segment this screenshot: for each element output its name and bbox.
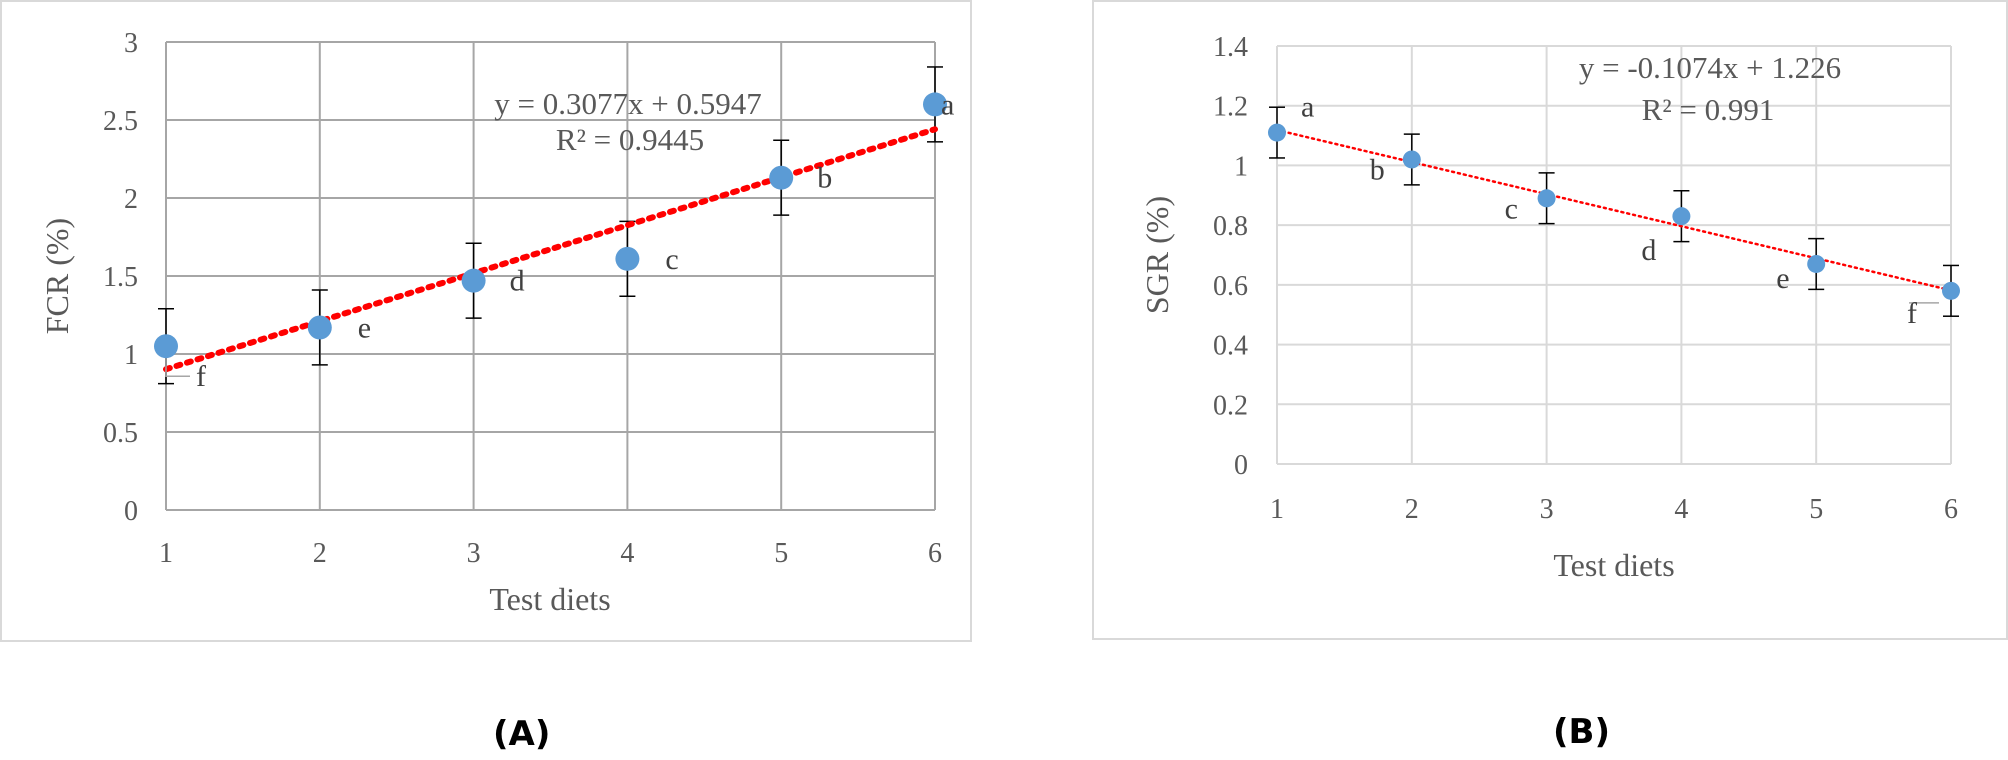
chart-a-trend-r2: R² = 0.9445 <box>556 122 704 157</box>
chart-b-point-letter: d <box>1641 234 1656 267</box>
chart-b-xtick-label: 5 <box>1809 494 1823 525</box>
chart-b-ylabel: SGR (%) <box>1139 196 1175 314</box>
chart-a-data-point <box>615 246 640 271</box>
chart-b-point-letter: f <box>1907 297 1917 330</box>
chart-a-point-letter: e <box>358 311 371 344</box>
chart-b-xtick-label: 3 <box>1540 494 1554 525</box>
chart-a-trendline <box>163 126 938 373</box>
chart-b-data-point <box>1672 207 1691 226</box>
chart-a-point-letter: f <box>196 360 206 393</box>
chart-a-data-point <box>923 92 947 117</box>
chart-a-trend-equation: y = 0.3077x + 0.5947 <box>494 86 761 121</box>
chart-a-ylabel: FCR (%) <box>39 218 75 334</box>
chart-a-point-letter: c <box>665 243 678 276</box>
chart-a-data-point <box>154 334 178 359</box>
chart-a-point-letter: a <box>941 88 954 121</box>
chart-a-point-letter: b <box>817 162 832 195</box>
caption-a: (A) <box>493 714 551 754</box>
chart-b-ytick-label: 0.2 <box>1213 390 1248 421</box>
chart-b-ytick-label: 1.4 <box>1213 32 1248 63</box>
chart-a-ytick-label: 0 <box>124 496 138 527</box>
chart-b-xlabel: Test diets <box>1553 547 1674 583</box>
chart-a-xtick-label: 1 <box>159 538 173 569</box>
chart-a-ytick-label: 1 <box>124 340 138 371</box>
chart-b-data-point <box>1537 189 1556 208</box>
chart-a-ytick-label: 0.5 <box>103 418 138 449</box>
chart-b-trend-equation: y = -0.1074x + 1.226 <box>1579 50 1841 85</box>
chart-b-point-letter: a <box>1301 91 1314 124</box>
chart-b-data-point <box>1402 150 1421 169</box>
chart-b-ytick-label: 0 <box>1234 450 1248 481</box>
chart-b-xtick-label: 2 <box>1405 494 1419 525</box>
chart-b-ytick-label: 0.4 <box>1213 331 1248 362</box>
chart-b-ytick-label: 1 <box>1234 151 1248 182</box>
chart-b-xtick-label: 4 <box>1674 494 1688 525</box>
chart-a-xlabel: Test diets <box>489 581 610 617</box>
chart-a-xtick-label: 5 <box>774 538 788 569</box>
chart-a-point-letter: d <box>510 265 525 298</box>
chart-b-point-letter: b <box>1370 153 1385 186</box>
chart-a-xtick-label: 6 <box>928 538 942 569</box>
chart-b-point-letter: e <box>1776 262 1789 295</box>
chart-a-ytick-label: 1.5 <box>103 262 138 293</box>
chart-b-trendline <box>1275 128 1953 292</box>
chart-a-xtick-label: 2 <box>313 538 327 569</box>
caption-b: (B) <box>1553 712 1610 752</box>
chart-a-data-point <box>461 268 486 293</box>
chart-b-ytick-label: 0.8 <box>1213 211 1248 242</box>
chart-a-xtick-label: 3 <box>467 538 481 569</box>
chart-a-label-leader <box>165 353 190 377</box>
chart-b-ytick-label: 0.6 <box>1213 271 1248 302</box>
chart-b-xtick-label: 6 <box>1944 494 1958 525</box>
chart-b-data-point <box>1807 254 1826 273</box>
chart-a-ytick-label: 2.5 <box>103 106 138 137</box>
chart-a-ytick-label: 3 <box>124 28 138 59</box>
chart-b-data-point <box>1268 123 1286 142</box>
chart-b-trend-r2: R² = 0.991 <box>1642 92 1775 127</box>
chart-a-data-point <box>769 165 794 190</box>
chart-a-xtick-label: 4 <box>620 538 634 569</box>
chart-a-frame <box>0 0 972 642</box>
chart-a-ytick-label: 2 <box>124 184 138 215</box>
chart-b-ytick-label: 1.2 <box>1213 92 1248 123</box>
chart-b-xtick-label: 1 <box>1270 494 1284 525</box>
chart-b-point-letter: c <box>1505 192 1518 225</box>
chart-b-data-point <box>1942 281 1960 300</box>
chart-a-data-point <box>307 315 332 340</box>
